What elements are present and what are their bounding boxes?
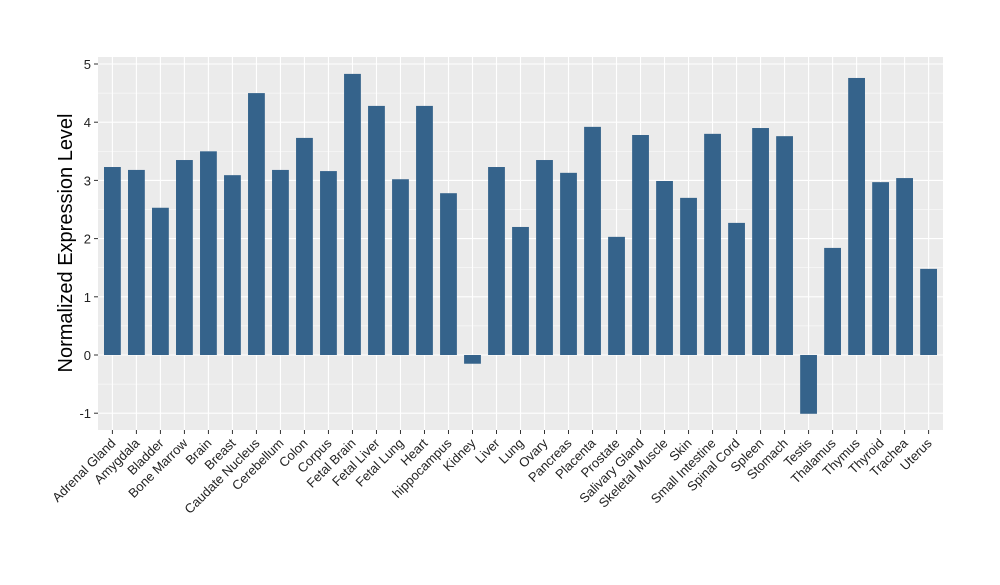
bar-spleen xyxy=(752,128,769,355)
bar-lung xyxy=(512,226,529,355)
y-tick-label: -1 xyxy=(79,406,91,421)
bar-caudate-nucleus xyxy=(248,93,265,355)
bar-adrenal-gland xyxy=(104,167,121,355)
bar-fetal-liver xyxy=(368,105,385,356)
bar-spinal-cord xyxy=(728,222,745,355)
y-tick-label: 4 xyxy=(84,115,91,130)
bar-skeletal-muscle xyxy=(656,180,673,355)
bar-bone-marrow xyxy=(176,160,193,355)
y-tick-label: 5 xyxy=(84,57,91,72)
bar-amygdala xyxy=(128,169,145,355)
x-tick-label: Liver xyxy=(472,435,503,466)
bar-trachea xyxy=(896,178,913,355)
y-axis-label: Normalized Expression Level xyxy=(55,113,77,372)
bar-prostate xyxy=(608,236,625,355)
bar-kidney xyxy=(464,355,481,364)
y-tick-label: 2 xyxy=(84,232,91,247)
y-tick-label: 3 xyxy=(84,173,91,188)
bar-breast xyxy=(224,175,241,355)
bar-uterus xyxy=(920,268,937,355)
bar-small-intestine xyxy=(704,133,721,355)
y-tick-label: 0 xyxy=(84,348,91,363)
bar-fetal-lung xyxy=(392,179,409,355)
bar-thalamus xyxy=(824,247,841,355)
bar-corpus xyxy=(320,171,337,355)
bar-bladder xyxy=(152,207,169,355)
bar-heart xyxy=(416,105,433,356)
bar-cerebellum xyxy=(272,169,289,355)
bar-liver xyxy=(488,167,505,355)
bar-colon xyxy=(296,137,313,355)
bar-hippocampus xyxy=(440,193,457,355)
bar-placenta xyxy=(584,126,601,355)
bar-thyroid xyxy=(872,182,889,355)
bar-salivary-gland xyxy=(632,135,649,355)
bar-stomach xyxy=(776,136,793,355)
bar-thymus xyxy=(848,77,865,355)
bar-fetal-brain xyxy=(344,73,361,356)
y-tick-label: 1 xyxy=(84,290,91,305)
bar-brain xyxy=(200,151,217,355)
bar-skin xyxy=(680,197,697,355)
bar-pancreas xyxy=(560,172,577,355)
bar-testis xyxy=(800,355,817,414)
bar-ovary xyxy=(536,160,553,355)
